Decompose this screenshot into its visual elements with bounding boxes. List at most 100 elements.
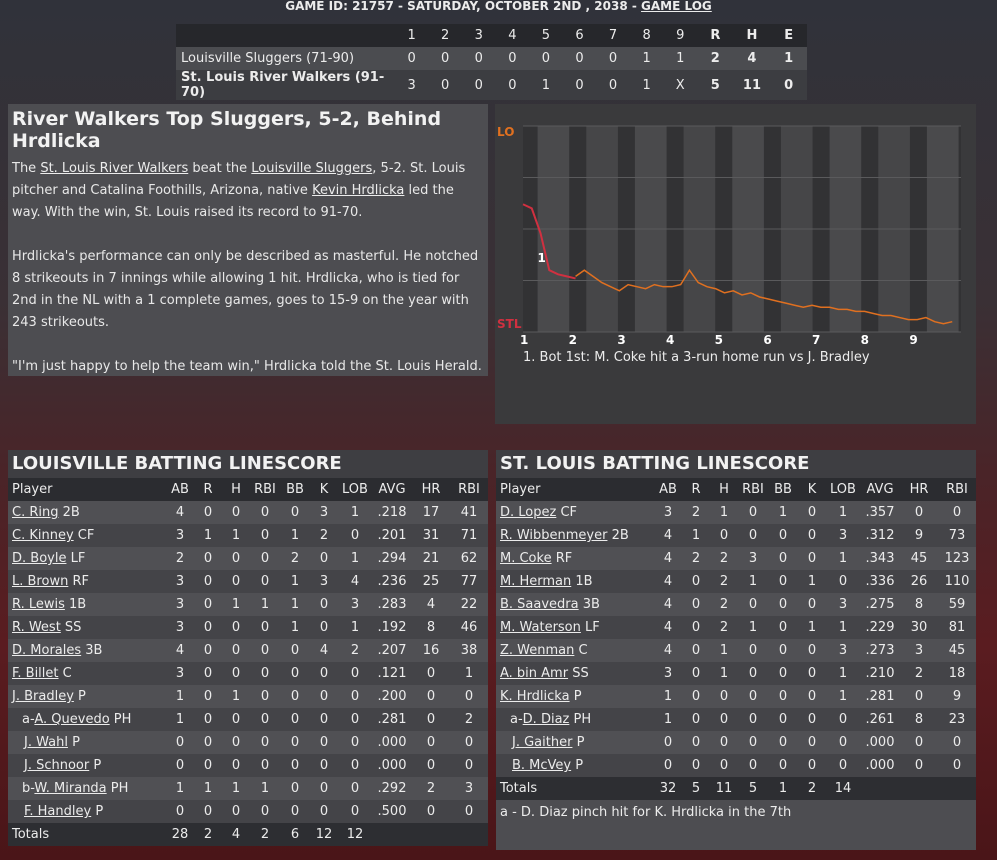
stat-cell: 46 xyxy=(450,616,488,639)
stat-cell: 0 xyxy=(710,685,738,708)
totals-label: Totals xyxy=(8,823,166,846)
column-header: LOB xyxy=(826,478,860,501)
win-probability-line-early xyxy=(522,203,576,280)
column-header: AVG xyxy=(372,478,412,501)
player-cell: J. Bradley P xyxy=(8,685,166,708)
player-link[interactable]: R. West xyxy=(12,620,61,635)
x-tick-label: 7 xyxy=(812,333,820,347)
stat-cell: 0 xyxy=(194,685,222,708)
stat-cell: 25 xyxy=(412,570,450,593)
player-link[interactable]: D. Diaz xyxy=(522,712,570,727)
player-cell: M. Herman 1B xyxy=(496,570,654,593)
player-link[interactable]: J. Schnoor xyxy=(24,758,90,773)
inning-score: 0 xyxy=(596,47,630,70)
stat-cell: 0 xyxy=(412,708,450,731)
stat-cell: .292 xyxy=(372,777,412,800)
batting-row: Z. Wenman C 4 0 1 0 0 0 3.273 3 45 xyxy=(496,639,976,662)
game-log-link[interactable]: GAME LOG xyxy=(641,0,712,13)
player-link[interactable]: F. Billet xyxy=(12,666,59,681)
player-link[interactable]: A. Quevedo xyxy=(34,712,110,727)
player-position: P xyxy=(73,689,86,704)
player-link[interactable]: B. McVey xyxy=(512,758,572,773)
player-link[interactable]: D. Lopez xyxy=(500,505,557,520)
player-link[interactable]: K. Hrdlicka xyxy=(500,689,570,704)
stat-cell: 0 xyxy=(798,547,826,570)
stat-cell: 3 xyxy=(166,570,194,593)
stat-cell: 0 xyxy=(338,754,372,777)
batting-header-row: Player AB R H RBI BB K LOB AVG HR RBI xyxy=(8,478,488,501)
stat-cell: 3 xyxy=(826,639,860,662)
stat-cell: 0 xyxy=(310,593,338,616)
stat-cell: 0 xyxy=(826,754,860,777)
player-link[interactable]: B. Saavedra xyxy=(500,597,579,612)
player-cell: a-D. Diaz PH xyxy=(496,708,654,731)
stat-cell: 77 xyxy=(450,570,488,593)
totals-row: Totals 28 2 4 2 6 12 12 xyxy=(8,823,488,846)
player-link[interactable]: R. Lewis xyxy=(12,597,65,612)
stat-cell: 0 xyxy=(738,685,768,708)
player-cell: D. Morales 3B xyxy=(8,639,166,662)
team-runs: 2 xyxy=(697,47,734,70)
player-cell: D. Lopez CF xyxy=(496,501,654,524)
player-link[interactable]: D. Morales xyxy=(12,643,82,658)
player-link[interactable]: C. Kinney xyxy=(12,528,74,543)
column-header: Player xyxy=(496,478,654,501)
pinch-hit-note: a - D. Diaz pinch hit for K. Hrdlicka in… xyxy=(496,800,976,850)
totals-cell: 2 xyxy=(194,823,222,846)
inning-score: 0 xyxy=(529,47,563,70)
stat-cell: 0 xyxy=(768,639,798,662)
stat-cell: 1 xyxy=(250,593,280,616)
player-link[interactable]: D. Boyle xyxy=(12,551,67,566)
stat-cell: 0 xyxy=(738,662,768,685)
player-link[interactable]: M. Waterson xyxy=(500,620,581,635)
player-position: P xyxy=(91,804,104,819)
player-link[interactable]: A. bin Amr xyxy=(500,666,569,681)
stat-cell: .273 xyxy=(860,639,900,662)
inning-header: 6 xyxy=(562,24,597,47)
stat-cell: 0 xyxy=(768,754,798,777)
column-header: LOB xyxy=(338,478,372,501)
stat-cell: 2 xyxy=(166,547,194,570)
player-link[interactable]: W. Miranda xyxy=(34,781,107,796)
team-link-louisville[interactable]: Louisville Sluggers xyxy=(251,161,373,176)
player-link[interactable]: L. Brown xyxy=(12,574,69,589)
column-header: BB xyxy=(280,478,310,501)
inning-score: 0 xyxy=(394,47,429,70)
team-link-stlouis[interactable]: St. Louis River Walkers xyxy=(40,161,189,176)
player-position: P xyxy=(569,689,582,704)
player-link[interactable]: C. Ring xyxy=(12,505,59,520)
totals-cell xyxy=(938,777,976,800)
x-tick-label: 6 xyxy=(763,333,771,347)
player-cell: b-W. Miranda PH xyxy=(8,777,166,800)
player-link[interactable]: M. Herman xyxy=(500,574,572,589)
player-link[interactable]: J. Wahl xyxy=(24,735,68,750)
stat-cell: 0 xyxy=(710,524,738,547)
stat-cell: 0 xyxy=(768,731,798,754)
player-position: 3B xyxy=(578,597,600,612)
inning-score: 3 xyxy=(394,70,429,100)
column-header: RBI xyxy=(450,478,488,501)
batting-header-row: Player AB R H RBI BB K LOB AVG HR RBI xyxy=(496,478,976,501)
stat-cell: 0 xyxy=(798,593,826,616)
player-link[interactable]: F. Handley xyxy=(24,804,92,819)
player-link[interactable]: Z. Wenman xyxy=(500,643,575,658)
stat-cell: 9 xyxy=(900,524,938,547)
player-link-hrdlicka[interactable]: Kevin Hrdlicka xyxy=(312,183,405,198)
sub-prefix: a- xyxy=(510,712,523,727)
team-hits: 11 xyxy=(733,70,771,100)
stat-cell: 0 xyxy=(450,685,488,708)
stat-cell: 0 xyxy=(654,731,682,754)
batting-row: R. West SS 3 0 0 0 1 0 1.192 8 46 xyxy=(8,616,488,639)
stat-cell: 8 xyxy=(412,616,450,639)
game-id-text: GAME ID: 21757 - SATURDAY, OCTOBER 2ND ,… xyxy=(285,0,642,13)
player-link[interactable]: M. Coke xyxy=(500,551,552,566)
player-link[interactable]: J. Bradley xyxy=(12,689,74,704)
stat-cell: 1 xyxy=(280,524,310,547)
totals-cell xyxy=(450,823,488,846)
player-cell: M. Coke RF xyxy=(496,547,654,570)
stat-cell: 0 xyxy=(222,754,250,777)
player-link[interactable]: R. Wibbenmeyer xyxy=(500,528,608,543)
player-cell: D. Boyle LF xyxy=(8,547,166,570)
player-link[interactable]: J. Gaither xyxy=(512,735,573,750)
inning-header: 5 xyxy=(529,24,563,47)
